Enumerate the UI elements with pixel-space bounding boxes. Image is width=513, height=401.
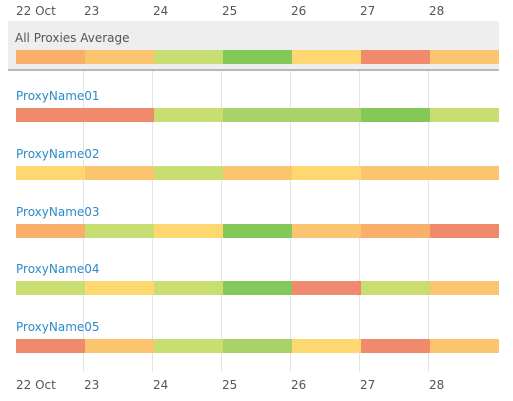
heat-segment [16,224,85,238]
heat-segment [16,339,85,353]
heat-segment [430,281,499,295]
proxy-name-link[interactable]: ProxyName04 [16,262,100,276]
heat-segment [16,281,85,295]
gridline [83,22,84,372]
heat-segment [154,166,223,180]
proxy-heat-bar [16,166,499,180]
proxy-name-link[interactable]: ProxyName03 [16,205,100,219]
date-axis-bottom: 22 Oct 23 24 25 26 27 28 [0,374,513,394]
heat-segment [223,281,292,295]
gridline [359,22,360,372]
heat-segment [154,108,223,122]
heat-segment [16,50,85,64]
heat-segment [292,108,361,122]
heat-segment [361,224,430,238]
top-tick-label: 25 [222,4,238,18]
heat-segment [223,339,292,353]
top-tick-label: 22 Oct [16,4,56,18]
proxy-heat-bar [16,224,499,238]
top-tick-label: 26 [291,4,307,18]
proxy-name-link[interactable]: ProxyName01 [16,89,100,103]
heat-segment [361,281,430,295]
heat-segment [154,50,223,64]
proxy-heat-bar [16,339,499,353]
bottom-tick-label: 22 Oct [16,378,56,392]
summary-heat-bar [16,50,499,64]
heat-segment [361,50,430,64]
gridline [152,22,153,372]
bottom-tick-label: 27 [360,378,376,392]
heat-segment [430,50,499,64]
heat-segment [361,339,430,353]
bottom-tick-label: 26 [291,378,307,392]
bottom-tick-label: 28 [429,378,445,392]
top-tick-label: 27 [360,4,376,18]
heat-segment [292,224,361,238]
heat-segment [85,50,154,64]
heat-segment [85,281,154,295]
heat-segment [154,339,223,353]
heat-segment [223,166,292,180]
gridline [221,22,222,372]
bottom-tick-label: 25 [222,378,238,392]
proxy-heat-bar [16,108,499,122]
heat-segment [430,339,499,353]
heat-segment [154,281,223,295]
date-axis-top: 22 Oct 23 24 25 26 27 28 [0,0,513,20]
summary-label: All Proxies Average [15,31,130,45]
summary-divider [8,69,499,71]
proxy-name-link[interactable]: ProxyName05 [16,320,100,334]
top-tick-label: 28 [429,4,445,18]
heat-segment [16,166,85,180]
heat-segment [292,50,361,64]
heat-segment [223,224,292,238]
heat-segment [223,108,292,122]
top-tick-label: 24 [153,4,169,18]
heat-segment [85,166,154,180]
heat-segment [154,224,223,238]
heat-segment [361,108,430,122]
heat-segment [430,166,499,180]
heat-segment [292,281,361,295]
heat-segment [223,50,292,64]
top-tick-label: 23 [84,4,100,18]
heat-segment [361,166,430,180]
proxy-name-link[interactable]: ProxyName02 [16,147,100,161]
heat-segment [430,224,499,238]
heat-segment [292,339,361,353]
bottom-tick-label: 23 [84,378,100,392]
heat-segment [292,166,361,180]
proxy-heat-bar [16,281,499,295]
heat-segment [85,224,154,238]
heat-segment [85,339,154,353]
gridline [290,22,291,372]
heat-segment [16,108,85,122]
heat-segment [430,108,499,122]
gridline [428,22,429,372]
bottom-tick-label: 24 [153,378,169,392]
heat-segment [85,108,154,122]
